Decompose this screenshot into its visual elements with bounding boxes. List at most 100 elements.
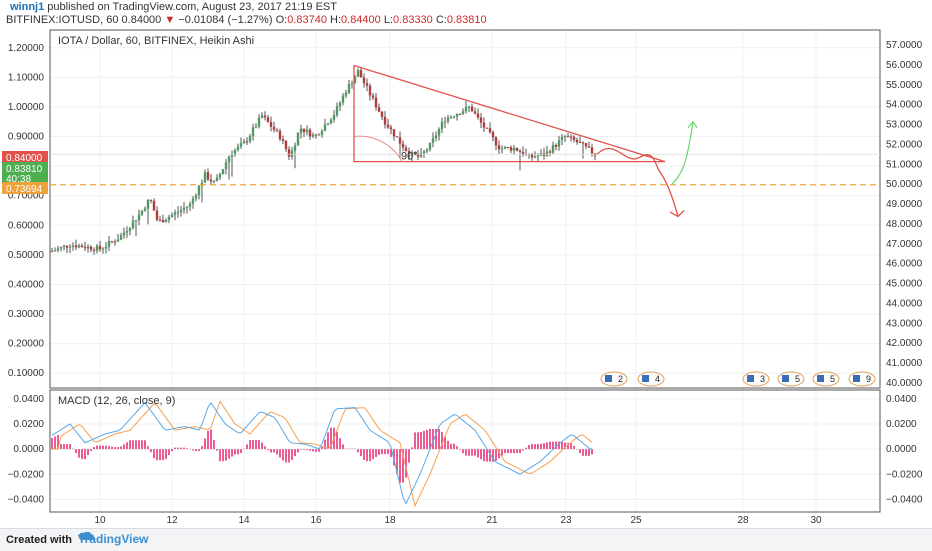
candle-body[interactable] [413,152,417,155]
candle-body[interactable] [164,219,168,223]
candle-body[interactable] [122,232,126,236]
candle-body[interactable] [218,174,222,178]
candle-body[interactable] [557,140,561,147]
candle-body[interactable] [194,195,198,199]
candle-body[interactable] [398,137,402,144]
candle-body[interactable] [335,106,339,116]
candle-body[interactable] [368,85,372,96]
candle-body[interactable] [530,153,534,158]
candle-body[interactable] [341,95,345,103]
economic-event-badge[interactable]: 3 [742,371,770,387]
candle-body[interactable] [110,241,114,243]
candle-body[interactable] [311,134,315,137]
candle-body[interactable] [221,169,225,175]
candle-body[interactable] [275,129,279,131]
candle-body[interactable] [443,121,447,123]
candle-body[interactable] [77,245,81,248]
symbol-label[interactable]: BITFINEX:IOTUSD, 60 [6,14,119,26]
candle-body[interactable] [278,130,282,140]
candle-body[interactable] [284,140,288,150]
economic-event-badge[interactable]: 5 [812,371,840,387]
candle-body[interactable] [500,148,504,150]
candle-body[interactable] [572,136,576,140]
candle-body[interactable] [509,147,513,151]
candle-body[interactable] [209,179,213,182]
candle-body[interactable] [143,208,147,211]
candle-body[interactable] [167,216,171,220]
candle-body[interactable] [173,212,177,215]
candle-body[interactable] [392,129,396,137]
candle-body[interactable] [359,70,363,78]
candle-body[interactable] [461,111,465,115]
candle-body[interactable] [248,135,252,142]
candle-body[interactable] [551,145,555,153]
candle-body[interactable] [185,206,189,208]
candle-body[interactable] [356,70,360,77]
candle-body[interactable] [488,128,492,133]
candle-body[interactable] [293,145,297,151]
candle-body[interactable] [401,143,405,148]
candle-body[interactable] [449,116,453,118]
candle-body[interactable] [386,124,390,128]
candle-body[interactable] [59,246,63,249]
candle-body[interactable] [197,185,201,196]
candle-body[interactable] [416,154,420,157]
candle-body[interactable] [455,114,459,117]
candle-body[interactable] [104,246,108,249]
candle-body[interactable] [299,128,303,133]
candle-body[interactable] [158,219,162,221]
candle-body[interactable] [446,117,450,122]
candle-body[interactable] [266,117,270,123]
candle-body[interactable] [56,248,60,251]
tradingview-logo[interactable]: TradingView [78,532,148,546]
candle-body[interactable] [125,231,129,233]
candle-body[interactable] [62,245,66,247]
candle-body[interactable] [161,219,165,223]
candle-body[interactable] [203,172,207,183]
candle-body[interactable] [68,246,72,248]
candle-body[interactable] [98,245,102,250]
candle-body[interactable] [467,106,471,108]
candle-body[interactable] [212,181,216,183]
candle-body[interactable] [419,153,423,157]
economic-event-badge[interactable]: 2 [600,371,628,387]
candle-body[interactable] [464,106,468,112]
candle-body[interactable] [329,119,333,124]
candle-body[interactable] [476,113,480,118]
economic-event-badge[interactable]: 4 [637,371,665,387]
candle-body[interactable] [521,151,525,155]
candle-body[interactable] [545,151,549,156]
candle-body[interactable] [533,156,537,158]
candle-body[interactable] [140,210,144,215]
candle-body[interactable] [119,235,123,240]
candle-body[interactable] [425,149,429,152]
candle-body[interactable] [515,148,519,151]
candle-body[interactable] [101,248,105,250]
candle-body[interactable] [116,239,120,242]
candle-body[interactable] [566,136,570,138]
candle-body[interactable] [458,114,462,116]
candle-body[interactable] [227,156,231,163]
candle-body[interactable] [407,150,411,156]
candle-body[interactable] [506,146,510,148]
author-link[interactable]: winnj1 [10,1,45,13]
candle-body[interactable] [383,116,387,125]
candle-body[interactable] [584,143,588,147]
candle-body[interactable] [176,211,180,213]
candle-body[interactable] [242,141,246,144]
candle-body[interactable] [128,228,132,232]
candle-body[interactable] [578,142,582,144]
candle-body[interactable] [134,220,138,222]
candle-body[interactable] [191,198,195,204]
candle-body[interactable] [389,127,393,130]
candle-body[interactable] [239,143,243,147]
candle-body[interactable] [440,122,444,130]
candle-body[interactable] [581,142,585,144]
candle-body[interactable] [536,155,540,157]
candle-body[interactable] [479,117,483,123]
candle-body[interactable] [155,210,159,220]
price-pane[interactable] [50,66,597,255]
candle-body[interactable] [113,241,117,243]
candle-body[interactable] [305,129,309,132]
candle-body[interactable] [50,251,54,253]
